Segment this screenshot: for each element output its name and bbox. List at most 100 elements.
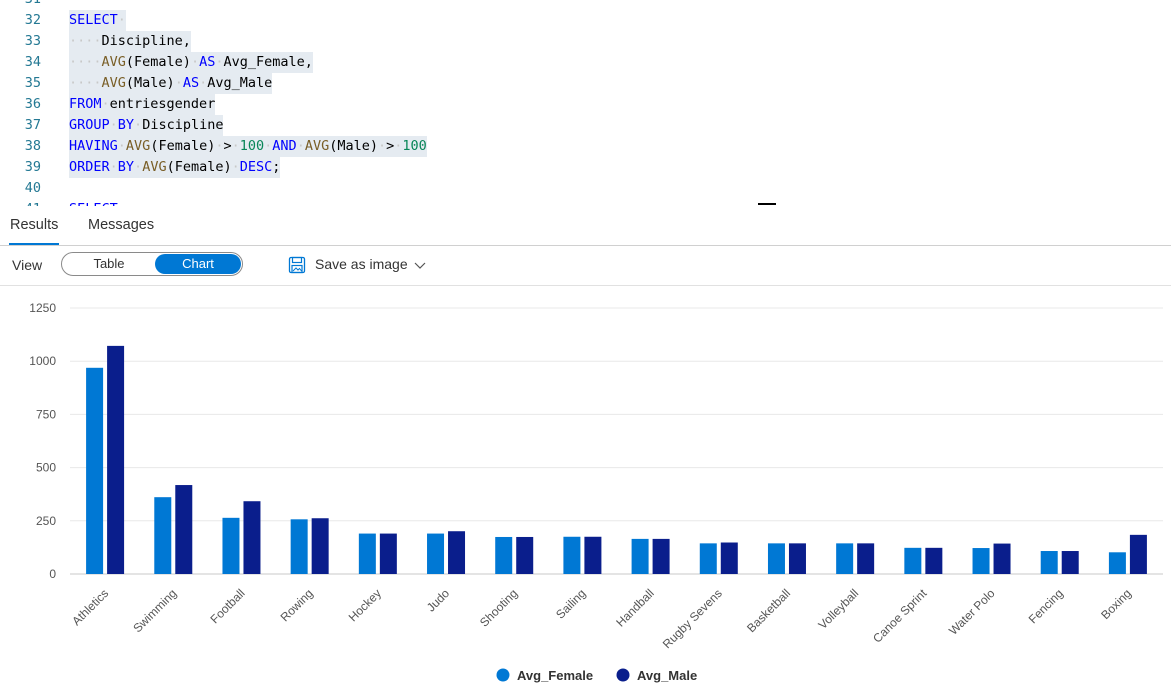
view-label: View [12,257,43,273]
code-line[interactable]: 36 FROM·entriesgender [0,94,1171,115]
bar-avg-male[interactable] [379,533,397,574]
tab-messages[interactable]: Messages [88,217,155,233]
line-number: 32 [24,12,41,28]
x-tick-label: Shooting [477,586,520,629]
line-number: 36 [24,96,41,112]
bar-avg-male[interactable] [516,536,534,574]
code-line[interactable]: 38 HAVING·AVG(Female)·>·100·AND·AVG(Male)… [0,136,1171,157]
bar-avg-female[interactable] [1040,551,1058,574]
line-number: 39 [24,159,41,175]
line-number: 38 [24,138,41,154]
x-tick-label: Handball [613,586,656,629]
legend-label[interactable]: Avg_Female [517,668,593,683]
x-tick-label: Boxing [1098,586,1134,622]
bar-avg-female[interactable] [1108,552,1126,574]
bar-avg-male[interactable] [107,345,125,574]
bar-avg-female[interactable] [904,547,922,574]
code-line[interactable]: 33 ····Discipline, [0,31,1171,52]
code-line[interactable]: 40 [0,178,1171,199]
legend-marker[interactable] [616,668,630,682]
line-number: 33 [24,33,41,49]
bar-avg-female[interactable] [86,367,104,574]
bar-avg-male[interactable] [175,485,193,574]
x-tick-label: Volleyball [816,586,862,632]
save-as-image-label: Save as image [315,256,408,272]
sql-editor[interactable]: 31 32 SELECT· 33 ····Discipline, 34 ····AVG(Fe… [0,0,1171,206]
code-text: ORDER·BY·AVG(Female)·DESC; [69,157,281,178]
code-text: SELECT [69,199,118,206]
line-number: 34 [24,54,41,70]
bar-avg-female[interactable] [290,519,308,574]
bar-avg-male[interactable] [243,501,261,574]
code-line[interactable]: 34 ····AVG(Female)·AS·Avg_Female, [0,52,1171,73]
bar-avg-male[interactable] [311,518,329,574]
save-image-icon [288,256,306,274]
y-tick-label: 250 [36,514,56,528]
code-line[interactable]: 37 GROUP·BY·Discipline [0,115,1171,136]
x-tick-label: Sailing [553,586,588,621]
x-tick-label: Rowing [278,586,316,624]
bar-avg-female[interactable] [495,536,513,574]
line-number: 41 [0,199,41,206]
y-tick-label: 500 [36,461,56,475]
bar-avg-female[interactable] [563,536,581,574]
code-text: FROM·entriesgender [69,94,216,115]
code-line[interactable]: 35 ····AVG(Male)·AS·Avg_Male [0,73,1171,94]
x-tick-label: Swimming [130,586,179,635]
tab-results[interactable]: Results [8,217,60,245]
code-line[interactable]: 39 ORDER·BY·AVG(Female)·DESC; [0,157,1171,178]
code-line[interactable]: 31 [0,0,1171,10]
bar-avg-male[interactable] [584,536,602,574]
chevron-down-icon[interactable] [413,258,427,272]
legend-label[interactable]: Avg_Male [637,668,697,683]
y-tick-label: 1000 [29,354,56,368]
results-toolbar: View Table Chart Save as image [0,245,1171,286]
bar-avg-male[interactable] [448,531,466,574]
code-text: ····AVG(Male)·AS·Avg_Male [69,73,273,94]
code-text: HAVING·AVG(Female)·>·100·AND·AVG(Male)·>… [69,136,427,157]
bar-avg-female[interactable] [699,543,717,574]
x-tick-label: Basketball [744,586,793,635]
x-tick-label: Football [207,586,247,626]
y-tick-label: 0 [49,567,56,581]
results-chart: 0 250 500 750 1000 1250 Athletics Swimming Footb… [0,286,1171,688]
bar-avg-female[interactable] [767,543,785,574]
x-tick-label: Athletics [69,586,111,628]
x-tick-label: Rugby Sevens [660,586,725,651]
line-number: 40 [24,180,41,196]
code-text: GROUP·BY·Discipline [69,115,224,136]
view-toggle: Table Chart [61,252,243,276]
bar-avg-female[interactable] [358,533,376,574]
bar-avg-male[interactable] [652,538,670,574]
x-tick-label: Canoe Sprint [870,586,930,646]
code-text: ····Discipline, [69,31,191,52]
chart-view-button[interactable]: Chart [155,254,241,274]
x-tick-label: Judo [424,586,453,615]
x-tick-label: Water Polo [946,586,998,638]
table-view-button[interactable]: Table [93,256,125,271]
code-text: ····AVG(Female)·AS·Avg_Female, [69,52,313,73]
bar-avg-female[interactable] [972,548,990,574]
bar-chart: 0 250 500 750 1000 1250 Athletics Swimming Footb… [29,301,1163,683]
bar-avg-male[interactable] [993,543,1011,574]
line-number: 31 [0,0,41,10]
bar-avg-male[interactable] [720,542,738,574]
bar-avg-female[interactable] [222,517,240,574]
bar-avg-male[interactable] [925,547,943,574]
editor-cursor [758,203,776,205]
results-tab-bar: Results Messages [0,206,1171,246]
legend-marker[interactable] [496,668,510,682]
x-tick-label: Fencing [1026,586,1066,626]
code-line[interactable]: 41 SELECT [0,199,1171,206]
bar-avg-male[interactable] [857,543,875,574]
bar-avg-female[interactable] [154,497,172,574]
bar-avg-female[interactable] [427,533,445,574]
bar-avg-male[interactable] [1061,551,1079,574]
bar-avg-female[interactable] [836,543,854,574]
x-tick-label: Hockey [346,586,384,624]
bar-avg-male[interactable] [788,543,806,574]
line-number: 35 [24,75,41,91]
bar-avg-female[interactable] [631,538,649,574]
bar-avg-male[interactable] [1129,534,1147,574]
code-line[interactable]: 32 SELECT· [0,10,1171,31]
